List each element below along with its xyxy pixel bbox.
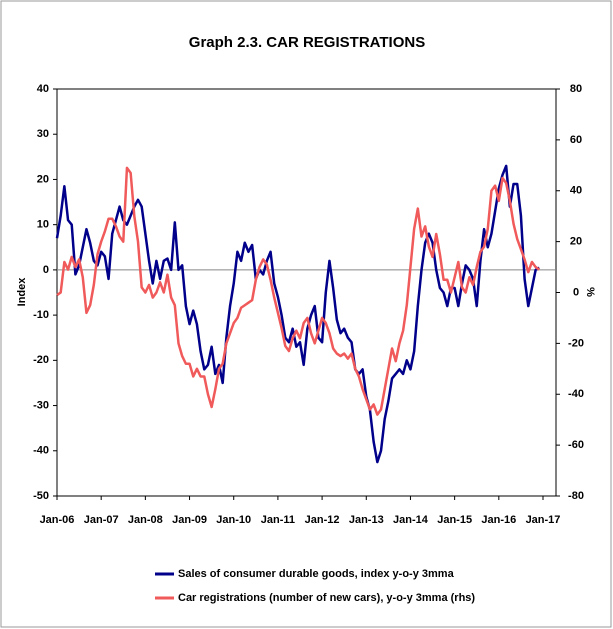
y-axis-label: Index: [16, 277, 28, 307]
y2-tick-label: 0: [573, 286, 579, 298]
x-tick-label: Jan-15: [437, 514, 472, 526]
y2-tick-label: 20: [570, 236, 582, 248]
y-tick-label: -50: [33, 490, 49, 502]
series-line: [56, 166, 541, 416]
x-tick-label: Jan-13: [349, 514, 384, 526]
y2-tick-label: -40: [568, 388, 584, 400]
x-tick-label: Jan-12: [305, 514, 340, 526]
y2-tick-label: 60: [570, 134, 582, 146]
y-tick-label: 10: [37, 219, 49, 231]
y-tick-label: -10: [33, 309, 49, 321]
y-tick-label: -30: [33, 399, 49, 411]
y2-tick-label: -60: [568, 439, 584, 451]
x-tick-label: Jan-09: [172, 514, 207, 526]
legend-label: Car registrations (number of new cars), …: [178, 592, 475, 604]
x-tick-label: Jan-16: [481, 514, 516, 526]
x-tick-label: Jan-06: [40, 514, 75, 526]
y-tick-label: 0: [43, 264, 49, 276]
y-tick-label: 30: [37, 128, 49, 140]
x-tick-label: Jan-07: [84, 514, 119, 526]
x-tick-label: Jan-08: [128, 514, 163, 526]
y2-tick-label: 40: [570, 185, 582, 197]
y-tick-label: 20: [37, 173, 49, 185]
chart-title: Graph 2.3. CAR REGISTRATIONS: [189, 34, 425, 51]
x-tick-label: Jan-10: [216, 514, 251, 526]
x-tick-label: Jan-11: [261, 514, 295, 526]
series-line: [55, 164, 540, 464]
y2-tick-label: -80: [568, 490, 584, 502]
y-tick-label: 40: [37, 83, 49, 95]
y2-tick-label: -20: [568, 337, 584, 349]
y-tick-label: -20: [33, 354, 49, 366]
x-tick-label: Jan-14: [393, 514, 429, 526]
y2-axis-label: %: [584, 287, 596, 297]
legend-label: Sales of consumer durable goods, index y…: [178, 568, 455, 580]
x-tick-label: Jan-17: [526, 514, 561, 526]
y-tick-label: -40: [33, 445, 49, 457]
y2-tick-label: 80: [570, 83, 582, 95]
